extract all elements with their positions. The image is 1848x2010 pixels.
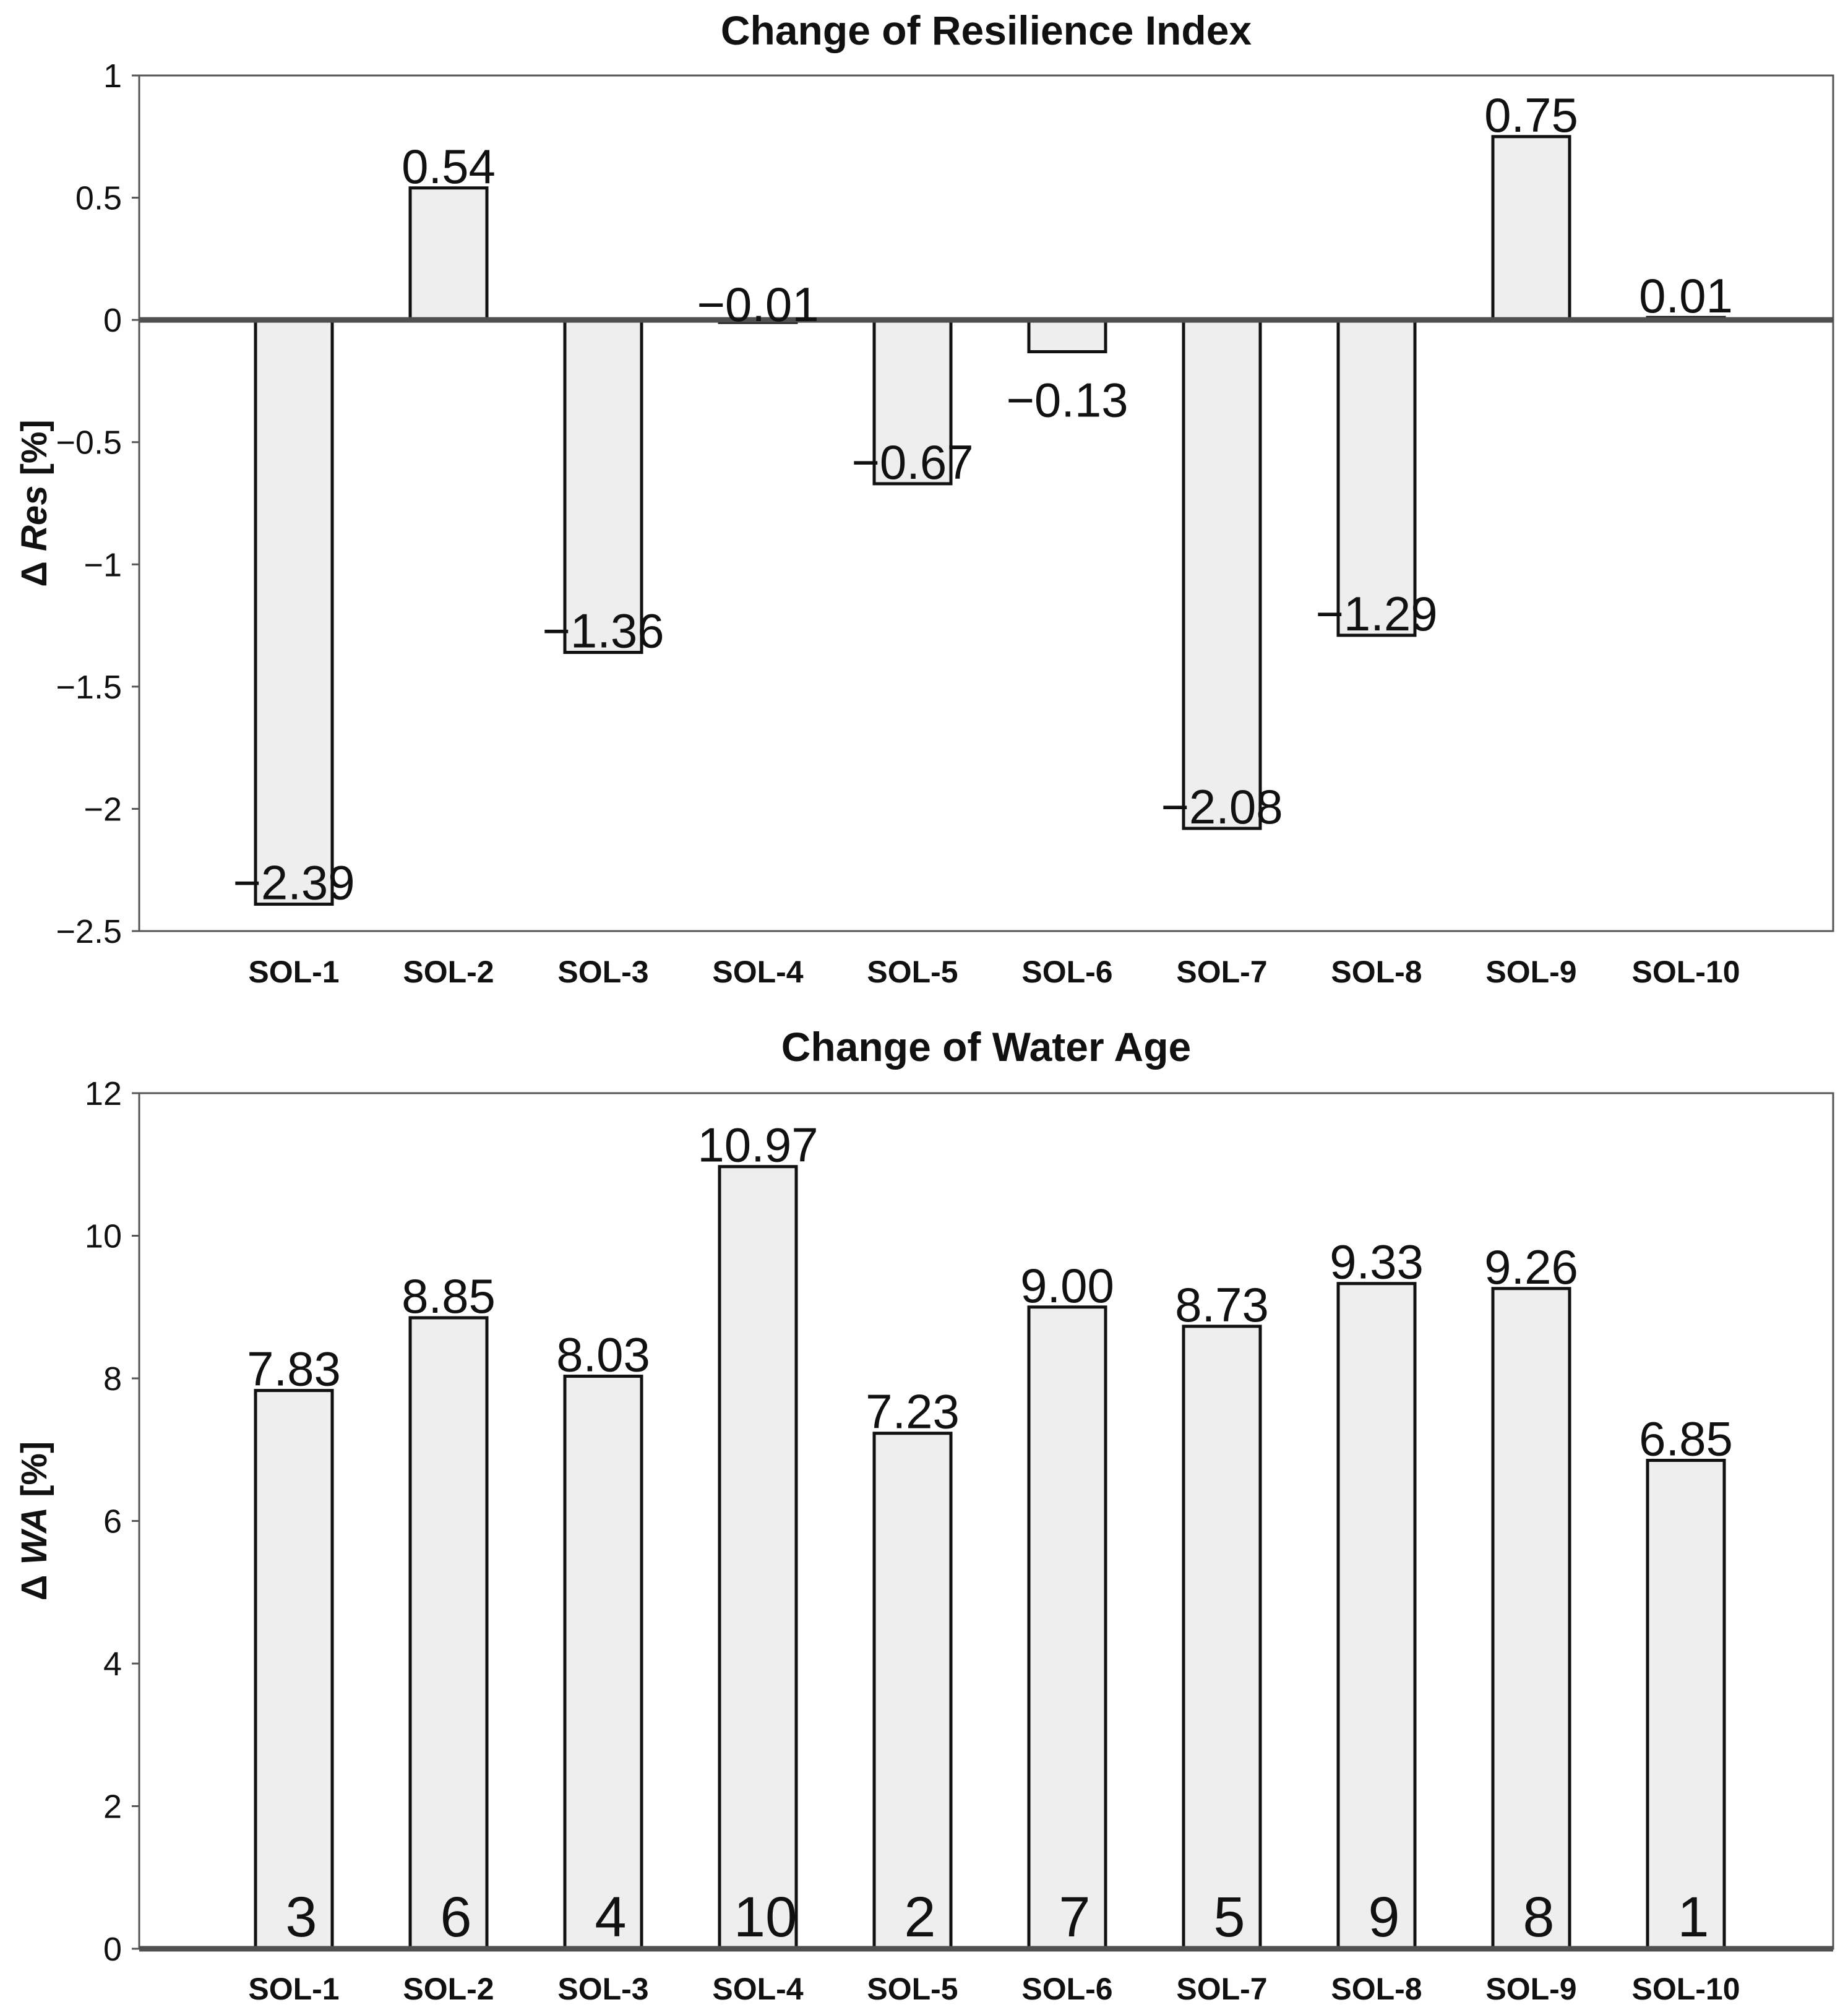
y-tick-label: 10 (85, 1218, 122, 1255)
rank-label: 6 (440, 1886, 471, 1949)
bar-sol-8 (1336, 318, 1417, 637)
value-label: 7.23 (866, 1385, 960, 1439)
y-tick-label: 8 (103, 1360, 122, 1398)
y-tick-label: −0.5 (56, 424, 122, 462)
x-tick-label: SOL-2 (403, 955, 494, 989)
x-tick-label: SOL-7 (1176, 1972, 1267, 2006)
chart-title: Change of Resilience Index (721, 7, 1252, 53)
x-tick-label: SOL-7 (1176, 955, 1267, 989)
y-axis-label: Δ Res [%] (14, 419, 54, 587)
value-label: −1.29 (1315, 586, 1437, 641)
bar-sol-6 (1027, 1305, 1107, 1951)
rank-label: 3 (285, 1886, 317, 1949)
value-label: −2.39 (233, 856, 355, 910)
x-tick-label: SOL-6 (1021, 955, 1112, 989)
bar-sol-2 (408, 1316, 489, 1951)
resilience-chart: Change of Resilience Index 1 0.5 0 −0.5 −1 −1.… (14, 7, 1834, 989)
y-tick-label: −2.5 (56, 913, 122, 950)
y-axis-label: Δ WA [%] (14, 1441, 54, 1601)
bar-sol-4 (718, 1165, 798, 1951)
y-tick-label: −2 (84, 791, 122, 828)
bar-sol-5 (872, 1432, 953, 1951)
bar-sol-1 (254, 318, 334, 906)
rank-label: 9 (1368, 1886, 1399, 1949)
y-tick-label: 1 (103, 58, 122, 95)
x-tick-label: SOL-5 (867, 955, 958, 989)
rank-label: 1 (1677, 1886, 1709, 1949)
rank-label: 10 (734, 1886, 797, 1949)
y-tick-label: −1 (84, 546, 122, 583)
x-tick-label: SOL-3 (557, 955, 648, 989)
x-tick-label: SOL-1 (248, 955, 339, 989)
value-label: 6.85 (1639, 1412, 1733, 1466)
y-tick-label: 2 (103, 1789, 122, 1826)
x-tick-label: SOL-1 (248, 1972, 339, 2006)
rank-label: 8 (1523, 1886, 1554, 1949)
value-label: 9.00 (1020, 1258, 1114, 1313)
bar-sol-2 (408, 186, 489, 322)
x-tick-label: SOL-3 (557, 1972, 648, 2006)
y-tick-label: 0.5 (75, 180, 122, 217)
rank-label: 7 (1059, 1886, 1090, 1949)
rank-label: 4 (595, 1886, 626, 1949)
value-label: −0.13 (1006, 373, 1128, 427)
rank-label: 2 (904, 1886, 935, 1949)
value-label: −0.67 (851, 435, 973, 489)
bar-sol-9 (1491, 135, 1571, 322)
value-label: 0.01 (1639, 268, 1733, 323)
y-tick-label: 6 (103, 1503, 122, 1540)
y-tick-label: 4 (103, 1646, 122, 1683)
x-tick-label: SOL-9 (1485, 1972, 1576, 2006)
value-label: 0.54 (402, 139, 496, 194)
bar-sol-3 (563, 318, 643, 655)
x-tick-label: SOL-10 (1631, 1972, 1740, 2006)
bar-sol-1 (254, 1389, 334, 1951)
value-label: 8.03 (556, 1328, 650, 1382)
value-label: 9.33 (1330, 1235, 1424, 1289)
bar-sol-3 (563, 1375, 643, 1951)
x-tick-label: SOL-2 (403, 1972, 494, 2006)
x-tick-label: SOL-4 (712, 955, 803, 989)
y-tick-label: 0 (103, 302, 122, 339)
value-label: 8.73 (1175, 1278, 1269, 1332)
x-tick-label: SOL-8 (1331, 1972, 1422, 2006)
chart-title: Change of Water Age (781, 1024, 1191, 1070)
x-tick-label: SOL-4 (712, 1972, 803, 2006)
value-label: 9.26 (1484, 1240, 1578, 1294)
y-tick-label: 0 (103, 1931, 122, 1968)
bar-sol-8 (1336, 1282, 1417, 1951)
value-label: 7.83 (247, 1342, 341, 1396)
bar-sol-6 (1027, 318, 1107, 354)
value-label: 0.75 (1484, 88, 1578, 142)
value-label: 8.85 (402, 1269, 496, 1323)
value-label: 10.97 (697, 1118, 818, 1172)
x-tick-label: SOL-10 (1631, 955, 1740, 989)
value-label: −1.36 (542, 604, 664, 658)
bar-sol-7 (1182, 318, 1262, 830)
value-label: −0.01 (697, 277, 819, 332)
x-tick-label: SOL-6 (1021, 1972, 1112, 2006)
y-tick-label: −1.5 (56, 669, 122, 706)
x-tick-label: SOL-8 (1331, 955, 1422, 989)
x-tick-label: SOL-5 (867, 1972, 958, 2006)
bar-sol-10 (1646, 1459, 1726, 1951)
y-tick-label: 12 (85, 1075, 122, 1112)
bar-sol-9 (1491, 1287, 1571, 1951)
plot-frame (138, 1092, 1834, 1950)
bar-sol-7 (1182, 1325, 1262, 1951)
rank-label: 5 (1213, 1886, 1245, 1949)
x-tick-label: SOL-9 (1485, 955, 1576, 989)
plot-frame (138, 74, 1834, 932)
value-label: −2.08 (1161, 780, 1283, 834)
